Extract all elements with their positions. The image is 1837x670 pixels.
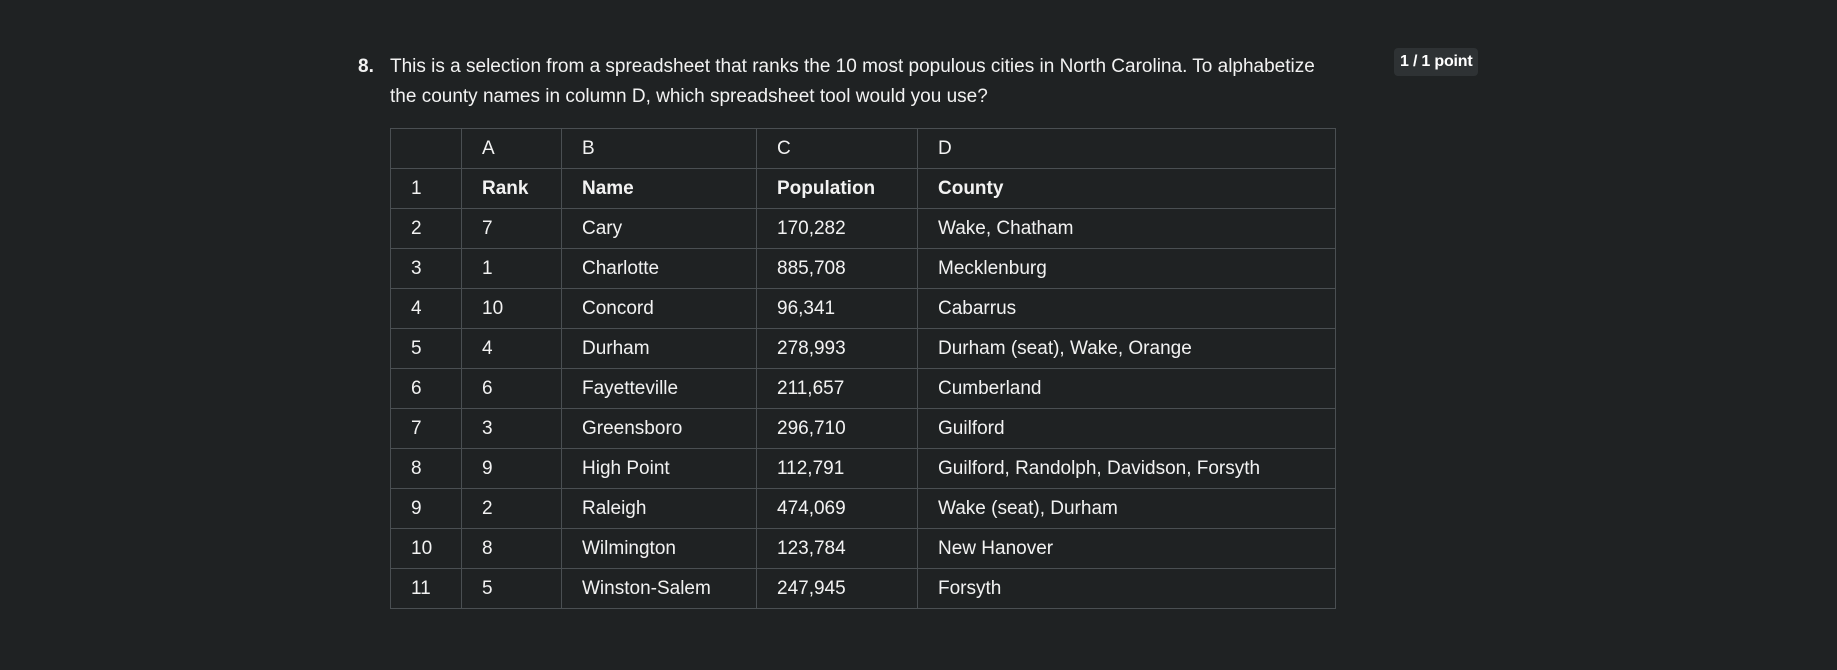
cell-county: Wake, Chatham [917, 208, 1336, 249]
cell-rank: 6 [461, 368, 562, 409]
cell-population: 296,710 [756, 408, 918, 449]
cell-county: Guilford [917, 408, 1336, 449]
row-number: 3 [390, 248, 462, 289]
cell-name: Charlotte [561, 248, 757, 289]
question-text: This is a selection from a spreadsheet t… [390, 56, 1315, 107]
cell-population: 247,945 [756, 568, 918, 609]
cell-name: Cary [561, 208, 757, 249]
cell-county: Wake (seat), Durham [917, 488, 1336, 529]
table-row: 2 7 Cary 170,282 Wake, Chatham [390, 208, 1336, 249]
cell-name: Durham [561, 328, 757, 369]
column-header-d: D [917, 128, 1336, 169]
cell-name: Wilmington [561, 528, 757, 569]
cell-rank: 5 [461, 568, 562, 609]
cell-rank: 9 [461, 448, 562, 489]
row-number: 7 [390, 408, 462, 449]
cell-population: 123,784 [756, 528, 918, 569]
table-row: 3 1 Charlotte 885,708 Mecklenburg [390, 248, 1336, 289]
row-number: 11 [390, 568, 462, 609]
row-number: 2 [390, 208, 462, 249]
score-badge: 1 / 1 point [1394, 48, 1479, 76]
column-header-c: C [756, 128, 918, 169]
row-number: 9 [390, 488, 462, 529]
cell-population: 112,791 [756, 448, 918, 489]
cell-county: Cabarrus [917, 288, 1336, 329]
header-cell-county: County [917, 168, 1336, 209]
cell-county: Forsyth [917, 568, 1336, 609]
quiz-question: 8. This is a selection from a spreadshee… [358, 48, 1498, 112]
cell-rank: 7 [461, 208, 562, 249]
table-header-row: 1 Rank Name Population County [390, 168, 1336, 209]
cell-population: 211,657 [756, 368, 918, 409]
cell-county: Cumberland [917, 368, 1336, 409]
row-number: 4 [390, 288, 462, 329]
table-row: 8 9 High Point 112,791 Guilford, Randolph, D… [390, 448, 1336, 489]
cell-name: Concord [561, 288, 757, 329]
cell-name: Winston-Salem [561, 568, 757, 609]
cell-county: Guilford, Randolph, Davidson, Forsyth [917, 448, 1336, 489]
table-row: 7 3 Greensboro 296,710 Guilford [390, 408, 1336, 449]
table-row: 6 6 Fayetteville 211,657 Cumberland [390, 368, 1336, 409]
header-cell-population: Population [756, 168, 918, 209]
cell-population: 96,341 [756, 288, 918, 329]
cell-population: 278,993 [756, 328, 918, 369]
header-cell-rank: Rank [461, 168, 562, 209]
row-number: 8 [390, 448, 462, 489]
cell-name: High Point [561, 448, 757, 489]
cell-rank: 1 [461, 248, 562, 289]
corner-cell [390, 128, 462, 169]
cell-rank: 8 [461, 528, 562, 569]
cell-county: Durham (seat), Wake, Orange [917, 328, 1336, 369]
table-row: 5 4 Durham 278,993 Durham (seat), Wake, Oran… [390, 328, 1336, 369]
table-row: 9 2 Raleigh 474,069 Wake (seat), Durham [390, 488, 1336, 529]
column-header-row: A B C D [390, 128, 1336, 169]
cell-county: Mecklenburg [917, 248, 1336, 289]
header-cell-name: Name [561, 168, 757, 209]
cell-population: 474,069 [756, 488, 918, 529]
column-header-a: A [461, 128, 562, 169]
cell-population: 885,708 [756, 248, 918, 289]
cell-rank: 4 [461, 328, 562, 369]
cell-name: Raleigh [561, 488, 757, 529]
table-row: 10 8 Wilmington 123,784 New Hanover [390, 528, 1336, 569]
column-header-b: B [561, 128, 757, 169]
row-number: 6 [390, 368, 462, 409]
question-number: 8. [358, 56, 374, 77]
row-number: 10 [390, 528, 462, 569]
row-number: 5 [390, 328, 462, 369]
cell-rank: 3 [461, 408, 562, 449]
cell-name: Fayetteville [561, 368, 757, 409]
cell-population: 170,282 [756, 208, 918, 249]
cell-name: Greensboro [561, 408, 757, 449]
row-number: 1 [390, 168, 462, 209]
cell-rank: 2 [461, 488, 562, 529]
table-row: 11 5 Winston-Salem 247,945 Forsyth [390, 568, 1336, 609]
cell-county: New Hanover [917, 528, 1336, 569]
table-row: 4 10 Concord 96,341 Cabarrus [390, 288, 1336, 329]
cell-rank: 10 [461, 288, 562, 329]
